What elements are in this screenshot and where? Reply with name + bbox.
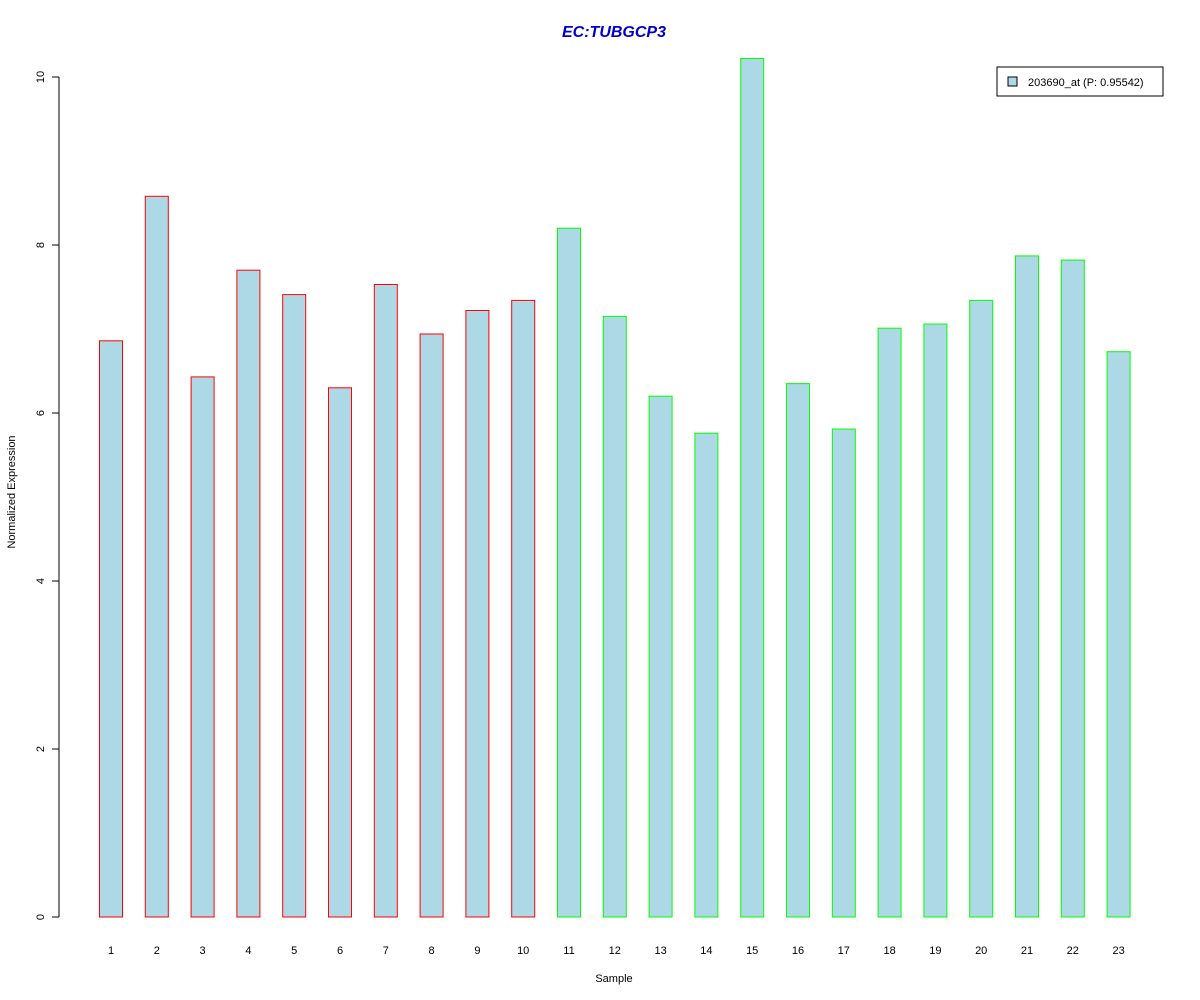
x-tick-labels: 1 2 3 4 5 6 7 8 9 10 11 12 13 14 15 16 17 18 19 20 21 22 23 xyxy=(108,945,1125,957)
bar xyxy=(328,387,352,918)
x-tick-label: 11 xyxy=(563,945,574,957)
bar xyxy=(144,195,169,918)
x-tick-label: 21 xyxy=(1021,945,1033,957)
x-tick-label: 22 xyxy=(1067,945,1079,957)
x-tick-label: 4 xyxy=(245,945,251,957)
x-tick-label: 18 xyxy=(883,945,895,957)
x-tick-label: 3 xyxy=(200,945,206,957)
x-tick-label: 16 xyxy=(792,945,804,957)
y-axis-label: Normalized Expression xyxy=(6,435,18,548)
x-tick-label: 15 xyxy=(746,945,758,957)
bar xyxy=(1060,259,1085,918)
bar xyxy=(694,432,719,918)
x-tick-label: 19 xyxy=(929,945,941,957)
bar xyxy=(740,58,765,918)
x-tick-label: 10 xyxy=(517,945,529,957)
x-tick-label: 1 xyxy=(108,945,114,957)
bar xyxy=(282,294,307,918)
bar xyxy=(1106,351,1131,918)
bar xyxy=(190,376,215,918)
bar xyxy=(831,428,856,918)
x-tick-label: 13 xyxy=(654,945,666,957)
y-tick-label: 0 xyxy=(35,914,47,920)
x-axis-label: Sample xyxy=(595,973,632,985)
bar xyxy=(648,395,673,918)
bar xyxy=(602,315,627,918)
y-tick-label: 4 xyxy=(35,578,47,584)
legend: 203690_at (P: 0.95542) xyxy=(996,66,1164,97)
y-tick-label: 8 xyxy=(35,242,47,248)
x-tick-label: 20 xyxy=(975,945,987,957)
x-tick-label: 14 xyxy=(700,945,712,957)
chart-title: EC:TUBGCP3 xyxy=(562,24,666,41)
legend-box xyxy=(996,66,1164,97)
x-tick-label: 8 xyxy=(429,945,435,957)
x-tick-label: 12 xyxy=(609,945,621,957)
bars-group xyxy=(99,58,1131,918)
x-tick-label: 6 xyxy=(337,945,343,957)
bar xyxy=(236,269,261,918)
bar xyxy=(99,340,123,918)
y-axis: 0 2 4 6 8 10 xyxy=(35,71,60,920)
x-tick-label: 17 xyxy=(838,945,850,957)
legend-label: 203690_at (P: 0.95542) xyxy=(1028,77,1144,89)
bar xyxy=(511,299,536,918)
bar xyxy=(373,284,398,918)
legend-swatch xyxy=(1007,76,1018,87)
x-tick-label: 9 xyxy=(474,945,480,957)
bar xyxy=(557,227,581,918)
bar xyxy=(923,323,948,918)
bar xyxy=(465,310,490,918)
y-tick-label: 2 xyxy=(35,746,47,752)
x-tick-label: 5 xyxy=(291,945,297,957)
x-tick-label: 23 xyxy=(1112,945,1124,957)
bar xyxy=(969,299,994,918)
bar xyxy=(1015,255,1039,918)
x-tick-label: 7 xyxy=(383,945,389,957)
bar xyxy=(786,383,810,918)
bar xyxy=(419,333,444,918)
y-tick-label: 6 xyxy=(35,410,47,416)
x-tick-label: 2 xyxy=(154,945,160,957)
bar xyxy=(877,327,902,918)
y-tick-label: 10 xyxy=(35,71,47,83)
